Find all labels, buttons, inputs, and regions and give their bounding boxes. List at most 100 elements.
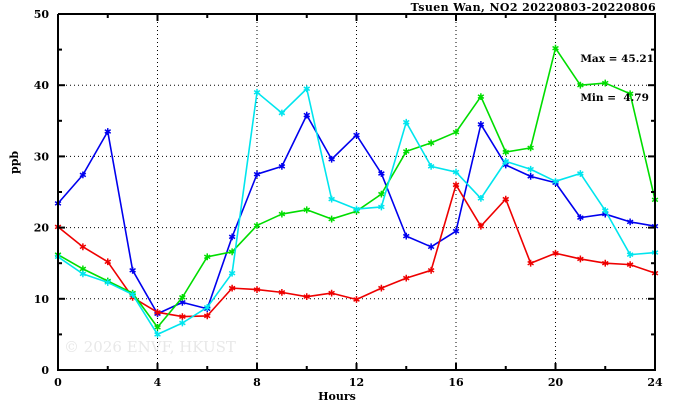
data-point-marker xyxy=(577,255,584,263)
data-point-marker xyxy=(402,274,410,282)
data-point-marker xyxy=(477,222,485,230)
data-point-marker xyxy=(402,148,410,155)
data-point-marker xyxy=(303,85,311,93)
data-point-marker xyxy=(278,288,286,296)
data-point-marker xyxy=(527,259,534,267)
axis-ticks: 0 10 20 30 40 50 0 4 8 12 16 20 24 xyxy=(34,8,663,389)
data-point-marker xyxy=(577,214,584,222)
axes-frame xyxy=(57,13,656,371)
data-point-marker xyxy=(601,79,609,87)
data-point-marker xyxy=(552,177,559,185)
data-point-marker xyxy=(502,157,510,165)
data-point-marker xyxy=(79,243,87,251)
chart-title: Tsuen Wan, NO2 20220803-20220806 xyxy=(410,1,656,14)
data-point-marker xyxy=(79,270,87,278)
data-point-marker xyxy=(328,155,335,163)
data-point-marker xyxy=(179,313,186,320)
data-point-marker xyxy=(427,243,435,251)
y-tick-label: 10 xyxy=(34,293,50,306)
max-value-label: Max = 45.21 xyxy=(580,53,654,65)
data-point-marker xyxy=(328,195,335,203)
data-point-marker xyxy=(502,195,510,203)
data-point-marker xyxy=(601,259,609,267)
x-tick-label: 16 xyxy=(448,376,464,389)
x-tick-label: 12 xyxy=(349,376,364,389)
data-point-marker xyxy=(626,218,634,226)
data-point-marker xyxy=(228,284,236,292)
series-day3 xyxy=(54,44,659,331)
data-point-marker xyxy=(303,293,311,301)
y-tick-label: 20 xyxy=(34,222,50,235)
data-point-marker xyxy=(179,319,186,327)
data-point-marker xyxy=(626,251,634,259)
data-point-marker xyxy=(353,131,360,139)
series-day4 xyxy=(54,85,659,338)
minmax-annotation: Max = 45.21 Min = 4.79 xyxy=(580,27,654,131)
data-point-marker xyxy=(79,171,87,179)
data-point-marker xyxy=(477,120,485,128)
data-point-marker xyxy=(502,148,510,156)
data-point-marker xyxy=(278,162,286,170)
data-point-marker xyxy=(328,289,335,297)
data-point-marker xyxy=(253,170,261,178)
data-point-marker xyxy=(154,323,161,331)
data-point-marker xyxy=(378,170,385,177)
data-point-marker xyxy=(452,128,460,136)
data-point-marker xyxy=(203,303,211,311)
data-point-marker xyxy=(104,128,112,135)
x-tick-label: 20 xyxy=(548,376,564,389)
x-axis-label: Hours xyxy=(318,390,356,403)
data-point-marker xyxy=(552,249,559,257)
data-point-marker xyxy=(228,269,236,277)
y-tick-label: 50 xyxy=(34,8,50,21)
data-point-marker xyxy=(203,312,211,320)
data-point-marker xyxy=(253,222,261,229)
y-tick-label: 0 xyxy=(41,364,49,377)
data-point-marker xyxy=(577,81,584,89)
data-point-marker xyxy=(228,248,236,256)
data-point-marker xyxy=(228,233,236,241)
data-point-marker xyxy=(626,261,634,269)
data-point-marker xyxy=(527,172,534,180)
data-point-marker xyxy=(278,109,286,117)
data-point-marker xyxy=(303,206,311,214)
data-point-marker xyxy=(179,293,186,301)
data-point-marker xyxy=(129,291,136,298)
data-point-marker xyxy=(353,205,360,213)
data-point-marker xyxy=(452,227,460,235)
y-axis-label: ppb xyxy=(8,150,21,174)
data-point-marker xyxy=(253,88,261,96)
data-point-marker xyxy=(427,266,435,274)
plot-border xyxy=(57,13,656,371)
data-point-marker xyxy=(402,118,410,126)
data-point-marker xyxy=(552,44,559,52)
data-point-marker xyxy=(378,284,385,292)
data-point-marker xyxy=(328,215,335,223)
data-point-marker xyxy=(402,232,410,240)
y-tick-label: 30 xyxy=(34,150,50,163)
data-point-marker xyxy=(477,195,485,202)
data-point-marker xyxy=(427,162,435,170)
data-point-marker xyxy=(477,93,485,100)
data-point-marker xyxy=(253,286,261,293)
grid-lines xyxy=(58,14,655,370)
data-point-marker xyxy=(278,210,286,218)
x-tick-label: 8 xyxy=(253,376,261,389)
data-point-marker xyxy=(378,203,385,211)
series-day2 xyxy=(54,181,659,320)
data-point-marker xyxy=(154,308,161,316)
watermark: © 2026 ENVF, HKUST xyxy=(64,338,236,356)
data-point-marker xyxy=(577,170,584,177)
data-point-marker xyxy=(452,168,460,176)
data-point-marker xyxy=(353,296,360,303)
data-point-marker xyxy=(626,90,634,98)
data-point-marker xyxy=(378,190,385,198)
x-tick-label: 24 xyxy=(647,376,663,389)
data-point-marker xyxy=(427,139,435,147)
data-point-marker xyxy=(452,181,460,189)
data-point-marker xyxy=(154,331,161,338)
data-point-marker xyxy=(527,144,534,152)
data-point-marker xyxy=(527,165,534,173)
